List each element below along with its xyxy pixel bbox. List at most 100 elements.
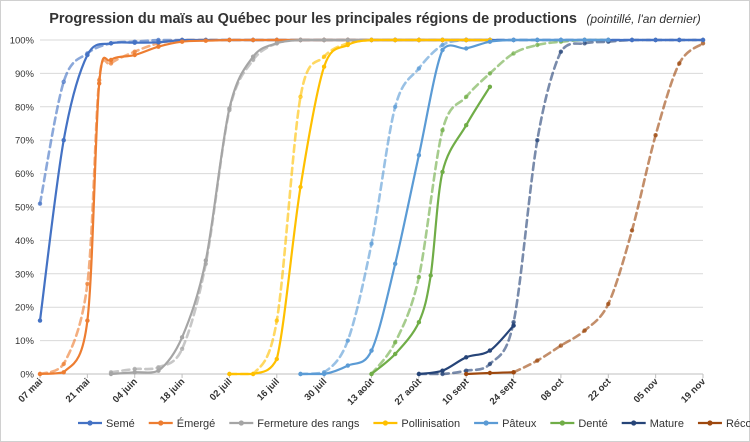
data-point <box>321 64 327 69</box>
data-point <box>156 365 161 370</box>
data-point <box>179 346 185 352</box>
legend-label: Mature <box>650 418 684 430</box>
data-point <box>677 61 682 66</box>
legend-swatch-marker <box>158 420 164 426</box>
legend-swatch-marker <box>559 420 565 426</box>
legend-item-seme: Semé <box>78 418 135 430</box>
data-point <box>369 241 374 246</box>
data-point <box>61 361 66 367</box>
data-point <box>700 41 706 46</box>
legend-swatch-marker <box>631 420 637 426</box>
data-point <box>464 37 469 43</box>
data-point <box>653 37 658 43</box>
y-tick-label: 20% <box>15 303 35 314</box>
data-point <box>108 371 114 377</box>
series-mature-current <box>416 323 516 377</box>
data-point <box>393 261 398 266</box>
data-point <box>274 356 279 362</box>
data-point <box>203 38 208 43</box>
data-point <box>85 52 90 58</box>
data-point <box>464 46 469 51</box>
data-point <box>558 343 564 348</box>
legend-item-emerge: Émergé <box>148 417 215 430</box>
data-point <box>97 81 102 86</box>
data-point <box>511 51 516 56</box>
data-point <box>582 41 587 46</box>
data-point <box>511 370 516 375</box>
data-point <box>416 37 422 43</box>
data-point <box>416 320 422 325</box>
legend-label: Pollinisation <box>401 418 460 430</box>
data-point <box>345 37 350 43</box>
data-point <box>321 371 327 377</box>
data-point <box>416 153 422 158</box>
data-point <box>464 355 469 360</box>
data-point <box>345 363 350 368</box>
data-point <box>156 44 161 49</box>
legend-label: Récolte <box>726 418 750 430</box>
data-point <box>393 340 398 345</box>
data-point <box>321 54 327 59</box>
y-tick-label: 60% <box>15 169 35 180</box>
data-point <box>487 71 493 76</box>
data-point <box>132 366 137 372</box>
series-recolte-previous <box>511 41 706 375</box>
data-point <box>487 348 493 353</box>
data-point <box>61 138 66 143</box>
legend-swatch-marker <box>87 420 93 426</box>
legend: Semé Émergé Fermeture des rangs Pollinisati… <box>78 417 750 430</box>
data-point <box>250 37 256 43</box>
y-tick-label: 0% <box>20 370 34 381</box>
legend-item-pateux: Pâteux <box>474 418 537 430</box>
data-point <box>156 368 161 373</box>
series-dente-current <box>369 84 493 377</box>
y-tick-label: 10% <box>15 336 35 347</box>
data-point <box>487 39 493 44</box>
data-point <box>393 37 398 43</box>
data-point <box>298 94 303 100</box>
legend-swatch-marker <box>483 420 489 426</box>
data-point <box>606 301 611 307</box>
data-point <box>558 37 564 43</box>
data-point <box>535 42 540 48</box>
data-point <box>440 42 445 48</box>
data-point <box>274 318 279 323</box>
data-point <box>582 37 587 43</box>
data-point <box>393 104 398 110</box>
data-point <box>108 57 114 63</box>
data-point <box>416 66 422 71</box>
data-point <box>464 94 469 100</box>
data-point <box>416 274 422 280</box>
data-point <box>629 228 635 233</box>
data-point <box>132 370 137 375</box>
series-pateux-current <box>298 37 611 377</box>
series-layer <box>37 37 706 377</box>
data-point <box>369 37 374 43</box>
data-point <box>274 37 279 43</box>
y-tick-label: 30% <box>15 269 35 280</box>
data-point <box>369 371 374 377</box>
data-point <box>37 318 43 323</box>
data-point <box>487 361 493 367</box>
legend-label: Pâteux <box>502 418 537 430</box>
data-point <box>653 133 658 138</box>
data-point <box>511 323 516 328</box>
legend-label: Fermeture des rangs <box>257 418 360 430</box>
data-point <box>345 42 350 48</box>
data-point <box>61 79 66 85</box>
y-tick-label: 40% <box>15 236 35 247</box>
legend-label: Semé <box>106 418 135 430</box>
data-point <box>535 138 540 143</box>
data-point <box>61 370 66 375</box>
y-tick-label: 50% <box>15 203 35 214</box>
data-point <box>250 371 256 377</box>
data-point <box>487 370 493 376</box>
data-point <box>464 123 469 128</box>
series-line-recolte-previous <box>512 42 705 374</box>
chart-subtitle: (pointillé, l'an dernier) <box>586 12 700 26</box>
data-point <box>37 371 43 377</box>
data-point <box>440 37 445 43</box>
data-point <box>85 318 90 323</box>
legend-item-pollinisation: Pollinisation <box>373 418 460 430</box>
